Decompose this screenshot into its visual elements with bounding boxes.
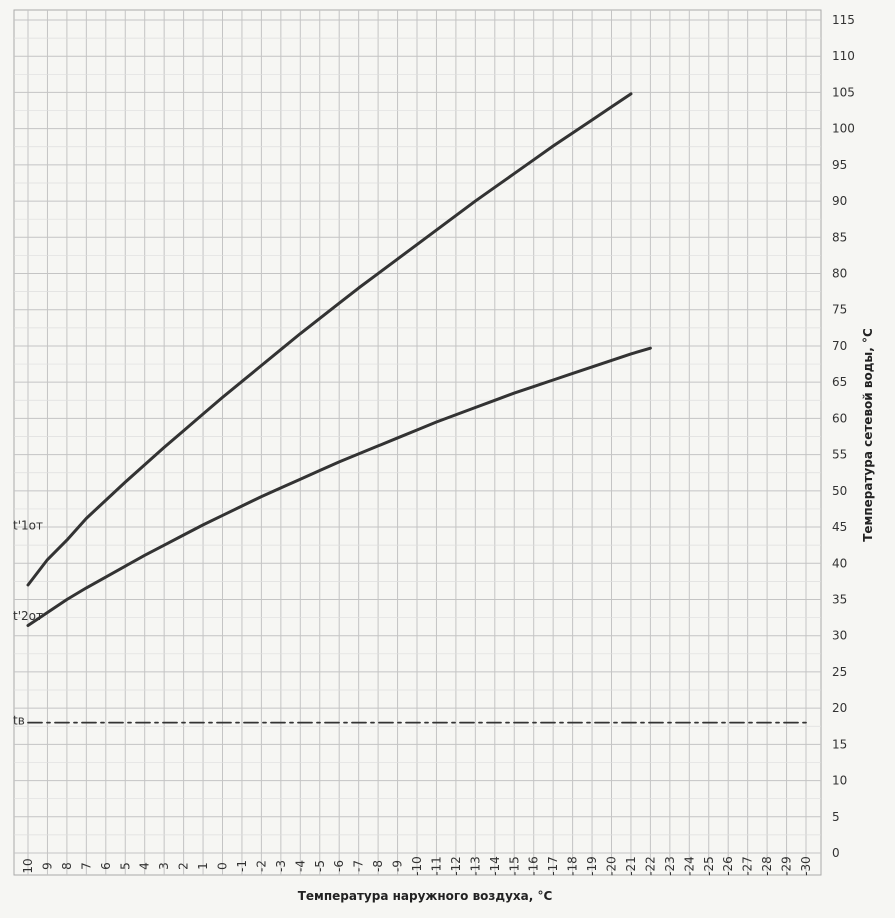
- x-tick-label: -13: [468, 856, 482, 876]
- x-tick-label: -23: [663, 856, 677, 876]
- x-tick-label: -26: [721, 856, 735, 876]
- x-tick-label: -25: [702, 856, 716, 876]
- x-tick-label: -29: [780, 856, 794, 876]
- x-tick-label: -2: [254, 860, 268, 872]
- y-tick-label: 85: [832, 230, 847, 244]
- y-tick-label: 20: [832, 701, 847, 715]
- x-tick-label: -16: [527, 856, 541, 876]
- y-tick-label: 110: [832, 49, 855, 63]
- x-tick-label: -17: [546, 856, 560, 876]
- series-label-2: t'2от: [13, 609, 43, 623]
- y-axis-title: Температура сетевой воды, °C: [861, 328, 875, 542]
- y-tick-label: 100: [832, 122, 855, 136]
- x-tick-label: -24: [682, 856, 696, 876]
- x-tick-label: 4: [138, 862, 152, 870]
- x-tick-label: -10: [410, 856, 424, 876]
- series-group: [26, 92, 807, 724]
- x-tick-label: -8: [371, 860, 385, 872]
- series-label-1: t'1от: [13, 518, 43, 532]
- series-labels: t'1от t'2от tв: [13, 518, 43, 727]
- x-tick-label: 8: [60, 862, 74, 870]
- x-tick-label: -27: [741, 856, 755, 876]
- series-label-3: tв: [13, 714, 25, 728]
- x-tick-label: 7: [79, 862, 93, 870]
- y-tick-label: 10: [832, 774, 847, 788]
- x-tick-label: 6: [99, 862, 113, 870]
- x-tick-label: -12: [449, 856, 463, 876]
- x-tick-label: -5: [313, 860, 327, 872]
- x-tick-label: -7: [352, 860, 366, 872]
- y-tick-label: 65: [832, 375, 847, 389]
- x-tick-label: -18: [566, 856, 580, 876]
- x-tick-label: -20: [605, 856, 619, 876]
- y-tick-label: 25: [832, 665, 847, 679]
- x-tick-label: 5: [118, 862, 132, 870]
- x-tick-label: 3: [157, 862, 171, 870]
- y-tick-label: 80: [832, 267, 847, 281]
- grid: [14, 10, 821, 875]
- y-tick-label: 50: [832, 484, 847, 498]
- x-tick-label: 9: [40, 862, 54, 870]
- x-tick-label: 1: [196, 862, 210, 870]
- x-tick-labels: 10 9 8 7 6 5 4 3 2 1 0 -1 -2 -3 -4 -5 -6 -7 -8 -9 -10 -11 -12-…: [21, 856, 813, 876]
- x-tick-label: -6: [332, 860, 346, 872]
- x-tick-label: -15: [507, 856, 521, 876]
- y-tick-label: 115: [832, 13, 855, 27]
- y-tick-label: 95: [832, 158, 847, 172]
- x-tick-label: -1: [235, 860, 249, 872]
- x-tick-label: -21: [624, 856, 638, 876]
- y-tick-label: 35: [832, 592, 847, 606]
- y-tick-label: 15: [832, 737, 847, 751]
- series-line-2: [26, 346, 652, 628]
- x-tick-label: -9: [391, 860, 405, 872]
- x-tick-label: 0: [216, 862, 230, 870]
- x-tick-label: -22: [643, 856, 657, 876]
- x-tick-label: -30: [799, 856, 813, 876]
- y-tick-label: 55: [832, 448, 847, 462]
- x-tick-label: -28: [760, 856, 774, 876]
- y-tick-label: 105: [832, 85, 855, 99]
- x-tick-label: -4: [293, 860, 307, 872]
- y-tick-label: 60: [832, 411, 847, 425]
- y-tick-label: 30: [832, 629, 847, 643]
- x-tick-label: 2: [177, 862, 191, 870]
- y-tick-label: 45: [832, 520, 847, 534]
- x-tick-label: -3: [274, 860, 288, 872]
- series-line-1: [26, 92, 633, 587]
- x-tick-label: -14: [488, 856, 502, 876]
- y-tick-label: 70: [832, 339, 847, 353]
- x-tick-label: -19: [585, 856, 599, 876]
- y-tick-label: 0: [832, 846, 840, 860]
- y-tick-label: 40: [832, 556, 847, 570]
- y-tick-label: 5: [832, 810, 840, 824]
- y-tick-label: 75: [832, 303, 847, 317]
- y-tick-labels: 0 5 10 15 20 25 30 35 40 45 50 55 60 65 70 75 80 85 90 95 10…: [832, 13, 855, 860]
- x-tick-label: -11: [429, 856, 443, 876]
- x-tick-label: 10: [21, 858, 35, 873]
- x-axis-title: Температура наружного воздуха, °C: [298, 889, 553, 903]
- y-tick-label: 90: [832, 194, 847, 208]
